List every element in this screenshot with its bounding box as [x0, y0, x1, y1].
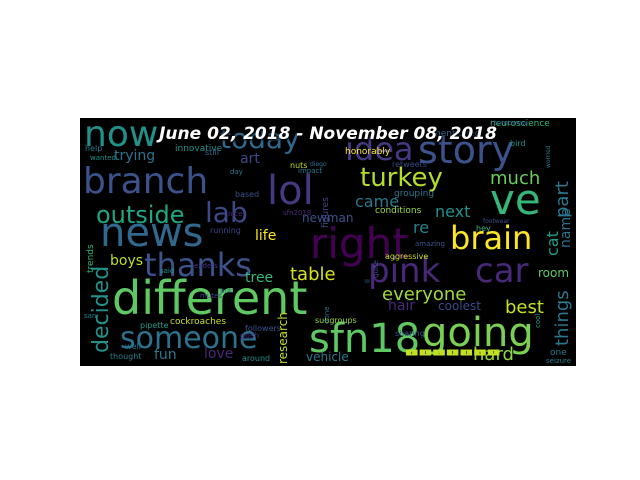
cloud-word: newman	[302, 211, 353, 225]
cloud-word: leaders	[192, 262, 218, 270]
cloud-word: figures	[321, 197, 331, 228]
cloud-word: gosh	[240, 331, 259, 340]
cloud-word: pink	[368, 251, 441, 291]
cloud-word: footwear	[483, 218, 510, 225]
cloud-word: tree	[245, 270, 273, 286]
cloud-word: trying	[114, 148, 155, 164]
cloud-word: hair	[388, 298, 415, 314]
cloud-word: news	[100, 210, 204, 256]
cloud-word: thought	[110, 352, 141, 361]
cloud-word: story	[418, 128, 514, 172]
cloud-word: help	[85, 144, 102, 153]
cloud-word: brain	[450, 219, 532, 257]
cloud-word: right	[310, 219, 409, 268]
cloud-word: turkey	[360, 163, 443, 193]
cloud-word: boys	[110, 253, 143, 269]
cloud-word: seizure	[546, 357, 571, 365]
cloud-word: innovative	[175, 144, 223, 154]
cloud-word: nice	[228, 210, 243, 218]
cloud-word: cockroaches	[170, 317, 226, 327]
cloud-word: aggressive	[385, 252, 428, 261]
cloud-word: sfn18	[309, 316, 420, 362]
cloud-word: mutes	[200, 292, 222, 300]
cloud-word: sfn2018	[283, 209, 311, 217]
cloud-word: around	[242, 354, 270, 363]
cloud-word: san	[84, 312, 96, 320]
cloud-word: amazing	[415, 240, 445, 248]
cloud-word: based	[235, 190, 259, 199]
cloud-word: ve	[490, 175, 541, 224]
cloud-word: vehicle	[306, 350, 349, 364]
cloud-word: outside	[96, 201, 184, 229]
cloud-word: running	[210, 226, 241, 235]
cloud-word: well	[125, 342, 141, 351]
cloud-word: going	[422, 310, 534, 356]
cloud-word: sharing	[395, 329, 425, 338]
cloud-word: part	[552, 181, 573, 218]
cloud-word: ll	[364, 279, 372, 283]
cloud-word: love	[204, 346, 233, 362]
cloud-word: re	[413, 218, 429, 237]
cloud-word: worried	[545, 145, 552, 168]
cloud-word: things	[552, 290, 573, 346]
cloud-word: one	[550, 348, 567, 358]
cloud-word: car	[475, 251, 529, 291]
cloud-word: different	[112, 271, 307, 325]
cloud-word: nuts	[290, 161, 307, 170]
cloud-word: retweets	[392, 160, 427, 169]
cloud-word: pipette	[140, 321, 169, 330]
cloud-word: done	[323, 307, 331, 324]
cloud-word: idea	[345, 130, 414, 168]
cloud-word: bird	[510, 139, 526, 148]
cloud-word: hard	[473, 344, 514, 365]
cloud-word: hey	[476, 224, 491, 233]
cloud-word: honorably	[345, 147, 391, 157]
cloud-word: grouping	[394, 189, 434, 199]
cloud-word: conditions	[375, 206, 422, 216]
cloud-word: best	[505, 297, 544, 318]
cloud-word: impact	[298, 167, 322, 175]
cloud-word: followers	[245, 324, 281, 333]
cloud-word: branch	[83, 161, 208, 202]
word-cloud-image: different lol branch now story ve right news goi…	[80, 118, 576, 366]
cloud-word: someone	[120, 321, 258, 356]
cloud-word: day	[230, 168, 243, 176]
cloud-word: today	[220, 122, 300, 155]
cloud-word: tomorrow	[494, 119, 528, 127]
cloud-word: now	[84, 118, 158, 155]
cloud-word: next	[435, 202, 470, 221]
cloud-word: came	[355, 192, 399, 211]
cloud-word: decided	[89, 266, 114, 353]
cloud-word: life	[255, 228, 276, 244]
cloud-word: mentioned	[432, 129, 481, 139]
cloud-word: neuroscience	[490, 119, 550, 129]
cloud-word: table	[290, 264, 336, 285]
cloud-word: everyone	[382, 284, 466, 305]
cloud-word: cat	[543, 231, 562, 256]
cloud-word: thanks	[144, 246, 252, 284]
cloud-word: fun	[154, 347, 177, 363]
cloud-word: wanted	[90, 154, 116, 162]
cloud-word: said	[160, 267, 174, 275]
cloud-word: much	[490, 168, 540, 189]
date-range-title: June 02, 2018 - November 08, 2018	[159, 124, 497, 144]
cloud-word: subgroups	[315, 316, 357, 325]
cloud-word: cool	[534, 314, 542, 328]
cloud-word: art	[240, 151, 260, 167]
cloud-word: research	[276, 312, 290, 364]
cloud-word: lab	[205, 196, 248, 229]
cloud-word: name	[558, 208, 574, 248]
cloud-word: 🀰🀰🀰🀰🀰🀰🀰	[405, 348, 500, 359]
cloud-word: quite	[372, 260, 380, 278]
cloud-word: put	[220, 287, 232, 295]
cloud-word: trends	[86, 244, 96, 273]
cloud-word: coolest	[438, 299, 481, 313]
cloud-word: diego	[310, 161, 327, 168]
cloud-word: still	[205, 148, 219, 157]
cloud-word: lol	[267, 168, 314, 214]
cloud-word: room	[538, 266, 569, 280]
